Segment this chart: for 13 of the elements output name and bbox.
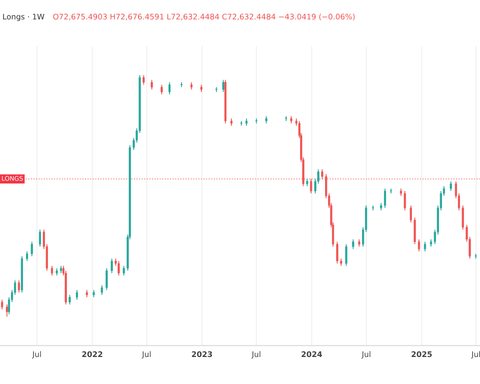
candlestick: [110, 258, 113, 274]
candlestick: [255, 118, 258, 124]
candlestick: [68, 294, 71, 305]
candlestick: [64, 270, 67, 305]
candlestick: [336, 241, 338, 264]
candlestick: [285, 116, 288, 122]
candlestick: [345, 244, 348, 266]
candlestick: [150, 79, 153, 90]
candlestick: [222, 79, 224, 92]
candlestick: [106, 268, 108, 290]
candlestick: [160, 84, 163, 95]
candlestick: [118, 260, 120, 276]
candlestick: [142, 74, 145, 86]
